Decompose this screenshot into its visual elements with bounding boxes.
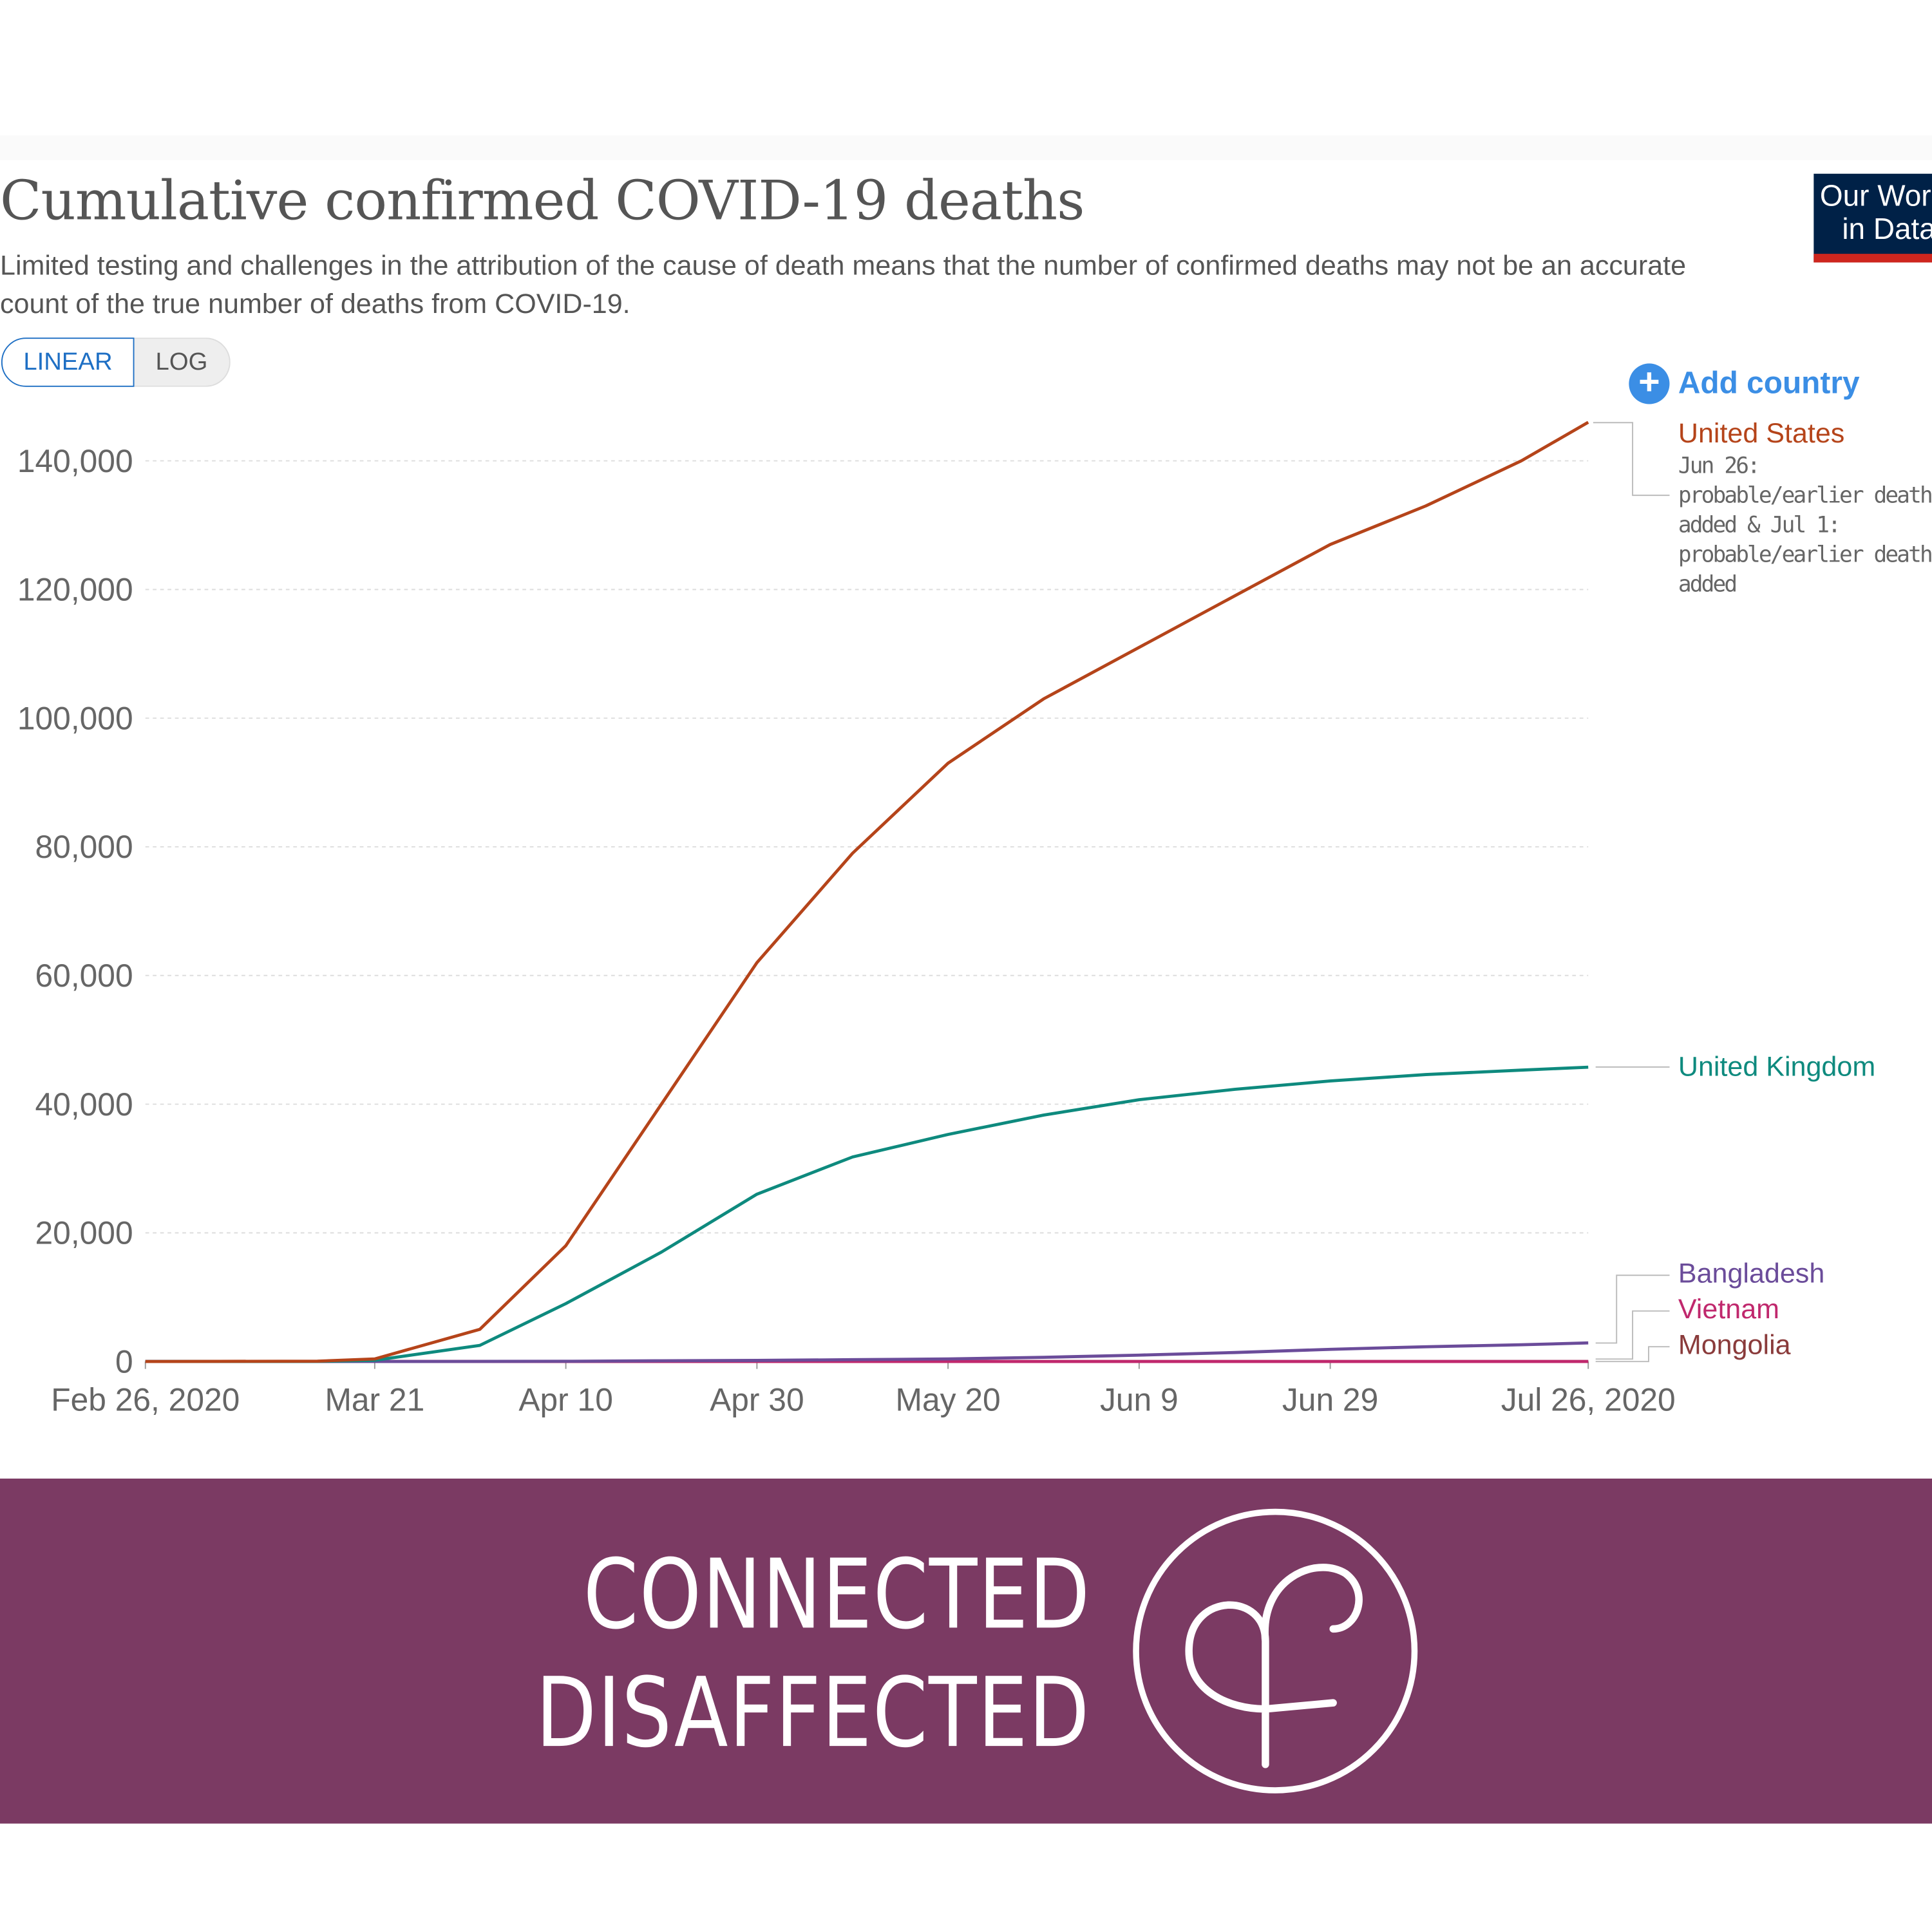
scale-toggle: LINEAR LOG (1, 337, 230, 387)
add-country-button[interactable]: + Add country (1629, 363, 1860, 404)
x-tick-label: Apr 30 (710, 1382, 804, 1418)
legend-connector-bangladesh (1595, 1274, 1670, 1344)
legend-united-kingdom[interactable]: United Kingdom (1678, 1051, 1876, 1082)
us-annotation: Jun 26: probable/earlier deaths added & … (1678, 453, 1932, 598)
y-tick-label: 140,000 (17, 443, 133, 479)
add-country-label: Add country (1678, 366, 1860, 401)
x-tick-label: Jul 26, 2020 (1501, 1382, 1676, 1418)
x-tick-label: May 20 (896, 1382, 1001, 1418)
y-tick-label: 120,000 (17, 572, 133, 608)
x-tick-label: Jun 9 (1100, 1382, 1179, 1418)
legend-connector-mongolia (1595, 1346, 1670, 1363)
linear-button[interactable]: LINEAR (1, 337, 135, 387)
legend-connector-us (1593, 422, 1670, 497)
x-tick-label: Mar 21 (325, 1382, 424, 1418)
logo-line1: Our World (1819, 180, 1932, 213)
plus-circle-icon: + (1629, 363, 1670, 404)
top-strip (0, 135, 1932, 160)
legend-mongolia[interactable]: Mongolia (1678, 1329, 1791, 1361)
series-line-bangladesh (145, 1341, 1589, 1363)
line-chart: 0 20,000 40,000 60,000 80,000 100,000 120,000 1… (17, 421, 1676, 1418)
series-line-us (145, 421, 1589, 1363)
y-tick-label: 40,000 (35, 1086, 133, 1122)
y-tick-label: 80,000 (35, 829, 133, 865)
chart-title: Cumulative confirmed COVID-19 deaths (0, 170, 1084, 233)
banner-line1: CONNECTED (583, 1540, 1091, 1651)
x-tick-label: Jun 29 (1282, 1382, 1378, 1418)
series-line-uk (145, 1065, 1589, 1363)
legend-connector-vietnam (1595, 1310, 1670, 1360)
banner-line2: DISAFFECTED (536, 1658, 1091, 1770)
owid-logo[interactable]: Our World in Data (1814, 173, 1932, 263)
footer-banner: CONNECTED DISAFFECTED (0, 1478, 1932, 1824)
legend-vietnam[interactable]: Vietnam (1678, 1293, 1780, 1325)
x-tick-label: Apr 10 (518, 1382, 613, 1418)
legend-united-states[interactable]: United States (1678, 417, 1845, 449)
logo-line2: in Data (1842, 213, 1932, 247)
y-tick-label: 60,000 (35, 958, 133, 994)
chart-subtitle: Limited testing and challenges in the at… (0, 250, 1687, 319)
x-tick-label: Feb 26, 2020 (51, 1382, 240, 1418)
y-tick-label: 20,000 (35, 1215, 133, 1251)
y-tick-label: 100,000 (17, 700, 133, 736)
y-tick-label: 0 (115, 1343, 133, 1379)
log-button[interactable]: LOG (135, 337, 230, 387)
connected-disaffected-logo-icon (1133, 1508, 1418, 1794)
legend-bangladesh[interactable]: Bangladesh (1678, 1258, 1825, 1289)
